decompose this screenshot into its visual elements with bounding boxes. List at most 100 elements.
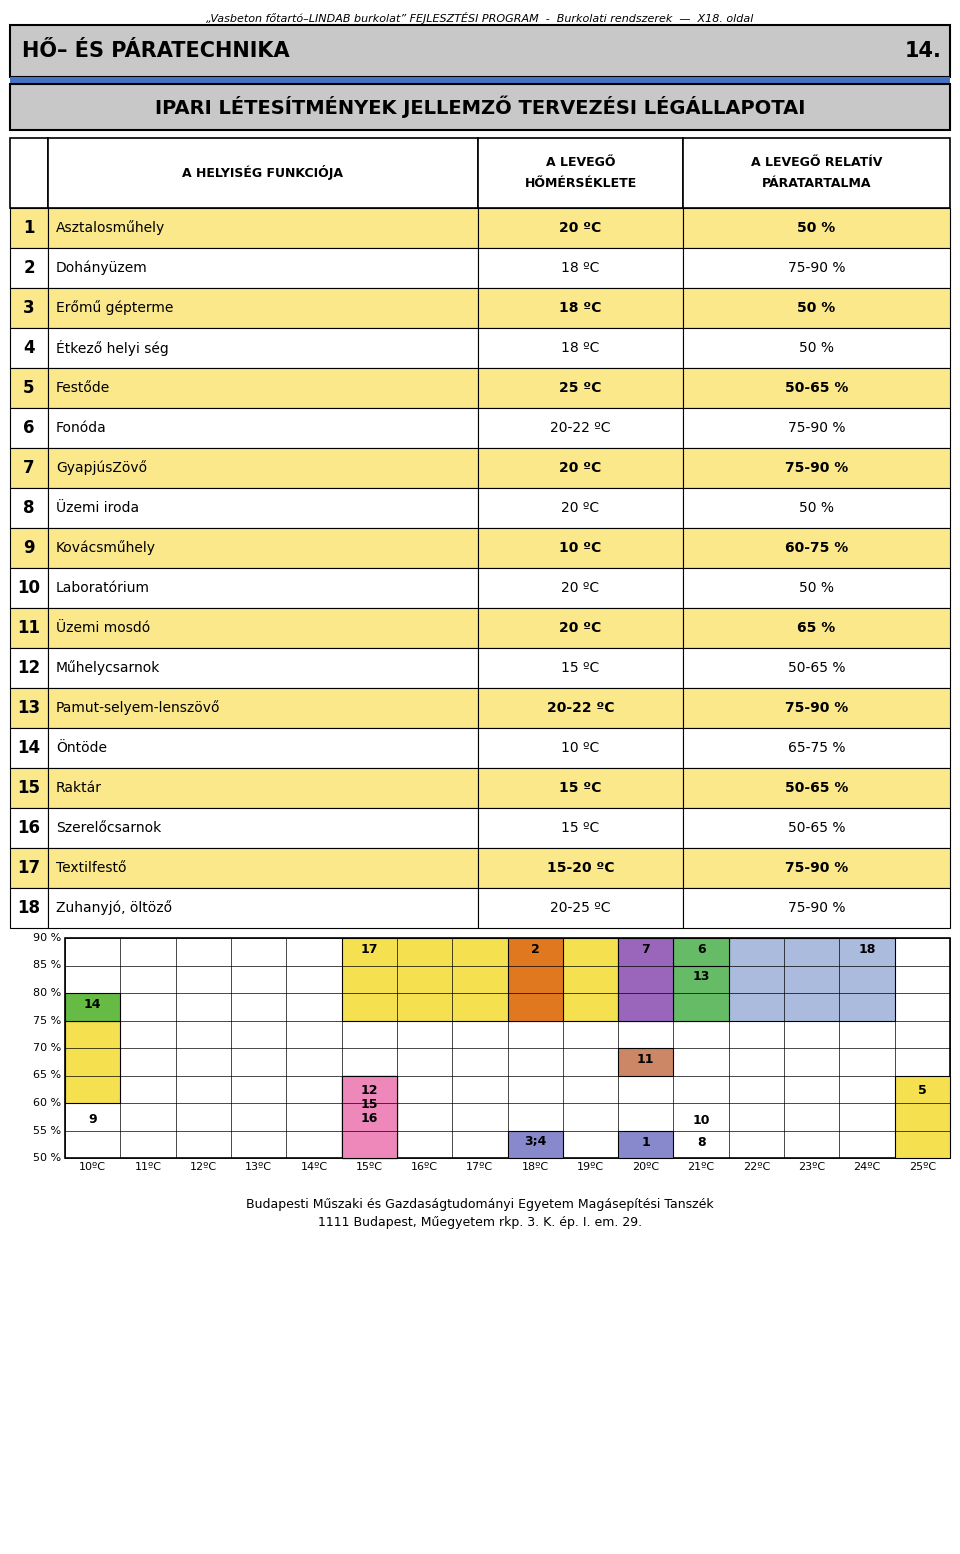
Bar (683, 138, 950, 208)
Text: 15: 15 (17, 779, 40, 797)
Text: 10 ºC: 10 ºC (560, 541, 602, 555)
Bar (683, 249, 950, 287)
Bar (10, 409, 48, 448)
Bar (342, 939, 618, 1021)
Text: 60 %: 60 % (33, 1099, 61, 1108)
Text: 75-90 %: 75-90 % (785, 462, 848, 476)
Bar (10, 208, 48, 249)
Text: Pamut-selyem-lenszövő: Pamut-selyem-lenszövő (56, 701, 221, 715)
Text: Étkező helyi ség: Étkező helyi ség (56, 340, 169, 356)
Text: 7: 7 (23, 458, 35, 477)
Bar (48, 727, 478, 768)
Text: 17: 17 (360, 943, 378, 956)
Text: 15ºC: 15ºC (356, 1162, 383, 1172)
Text: 6: 6 (697, 943, 706, 956)
Text: 50 %: 50 % (33, 1153, 61, 1162)
Text: 23ºC: 23ºC (798, 1162, 826, 1172)
Bar (48, 528, 478, 569)
Bar (48, 328, 478, 368)
Bar (478, 887, 683, 928)
Text: 3;4: 3;4 (524, 1136, 546, 1148)
Text: A LEVEGŐ: A LEVEGŐ (545, 155, 615, 169)
Text: 15-20 ºC: 15-20 ºC (547, 861, 614, 875)
Bar (478, 848, 683, 887)
Bar (10, 608, 48, 648)
Text: 9: 9 (23, 539, 35, 556)
Text: 10 ºC: 10 ºC (562, 741, 600, 755)
Bar (478, 368, 683, 409)
Text: Üzemi iroda: Üzemi iroda (56, 500, 139, 514)
Bar (478, 488, 683, 528)
Text: 1: 1 (641, 1136, 650, 1148)
Text: 8: 8 (697, 1136, 706, 1148)
Text: 2: 2 (531, 943, 540, 956)
Text: Laboratórium: Laboratórium (56, 581, 150, 595)
Text: 14ºC: 14ºC (300, 1162, 327, 1172)
Bar (10, 688, 48, 727)
Bar (478, 448, 683, 488)
Text: 10: 10 (692, 1114, 709, 1128)
Text: 3: 3 (23, 298, 35, 317)
Bar (48, 768, 478, 808)
Text: 50-65 %: 50-65 % (785, 782, 849, 796)
Bar (10, 848, 48, 887)
Bar (683, 608, 950, 648)
Text: 13ºC: 13ºC (245, 1162, 272, 1172)
Text: 16: 16 (361, 1111, 378, 1125)
Text: 80 %: 80 % (33, 988, 61, 998)
Text: A LEVEGŐ RELATÍV: A LEVEGŐ RELATÍV (751, 155, 882, 169)
Bar (48, 808, 478, 848)
Bar (10, 78, 950, 84)
Text: 20-22 ºC: 20-22 ºC (550, 421, 611, 435)
Bar (683, 287, 950, 328)
Text: 65 %: 65 % (798, 622, 835, 636)
Text: 5: 5 (23, 379, 35, 396)
Text: 15 ºC: 15 ºC (562, 821, 600, 834)
Text: 1: 1 (23, 219, 35, 238)
Text: 9: 9 (88, 1113, 97, 1127)
Bar (10, 448, 48, 488)
Bar (478, 409, 683, 448)
Bar (683, 569, 950, 608)
Text: HŐMÉRSÉKLETE: HŐMÉRSÉKLETE (524, 177, 636, 190)
Bar (683, 368, 950, 409)
Text: Kovácsműhely: Kovácsműhely (56, 541, 156, 555)
Text: Raktár: Raktár (56, 782, 102, 796)
Text: 13: 13 (692, 971, 709, 984)
Text: 18 ºC: 18 ºC (562, 261, 600, 275)
Bar (48, 249, 478, 287)
Text: 22ºC: 22ºC (743, 1162, 770, 1172)
Bar (65, 939, 950, 1158)
Text: Szerelőcsarnok: Szerelőcsarnok (56, 821, 161, 834)
Bar (342, 1075, 396, 1158)
Bar (10, 287, 48, 328)
Text: Üzemi mosdó: Üzemi mosdó (56, 622, 151, 636)
Text: 1111 Budapest, Műegyetem rkp. 3. K. ép. I. em. 29.: 1111 Budapest, Műegyetem rkp. 3. K. ép. … (318, 1215, 642, 1229)
Bar (10, 648, 48, 688)
Bar (342, 1075, 396, 1158)
Bar (683, 848, 950, 887)
Bar (48, 569, 478, 608)
Text: 21ºC: 21ºC (687, 1162, 714, 1172)
Bar (618, 1047, 673, 1075)
Bar (673, 939, 729, 965)
Text: 50 %: 50 % (798, 301, 835, 315)
Text: Öntöde: Öntöde (56, 741, 107, 755)
Text: 90 %: 90 % (33, 932, 61, 943)
Bar (10, 328, 48, 368)
Bar (10, 768, 48, 808)
Bar (508, 1130, 563, 1158)
Text: Műhelycsarnok: Műhelycsarnok (56, 660, 160, 676)
Text: 20 ºC: 20 ºC (562, 500, 600, 514)
Bar (342, 1075, 396, 1158)
Bar (478, 138, 683, 208)
Bar (48, 448, 478, 488)
Text: 75-90 %: 75-90 % (788, 901, 845, 915)
Text: 15: 15 (360, 1097, 378, 1111)
Text: 50-65 %: 50-65 % (788, 821, 845, 834)
Bar (683, 448, 950, 488)
Bar (478, 249, 683, 287)
Bar (478, 608, 683, 648)
Bar (673, 939, 729, 1021)
Text: 24ºC: 24ºC (853, 1162, 880, 1172)
